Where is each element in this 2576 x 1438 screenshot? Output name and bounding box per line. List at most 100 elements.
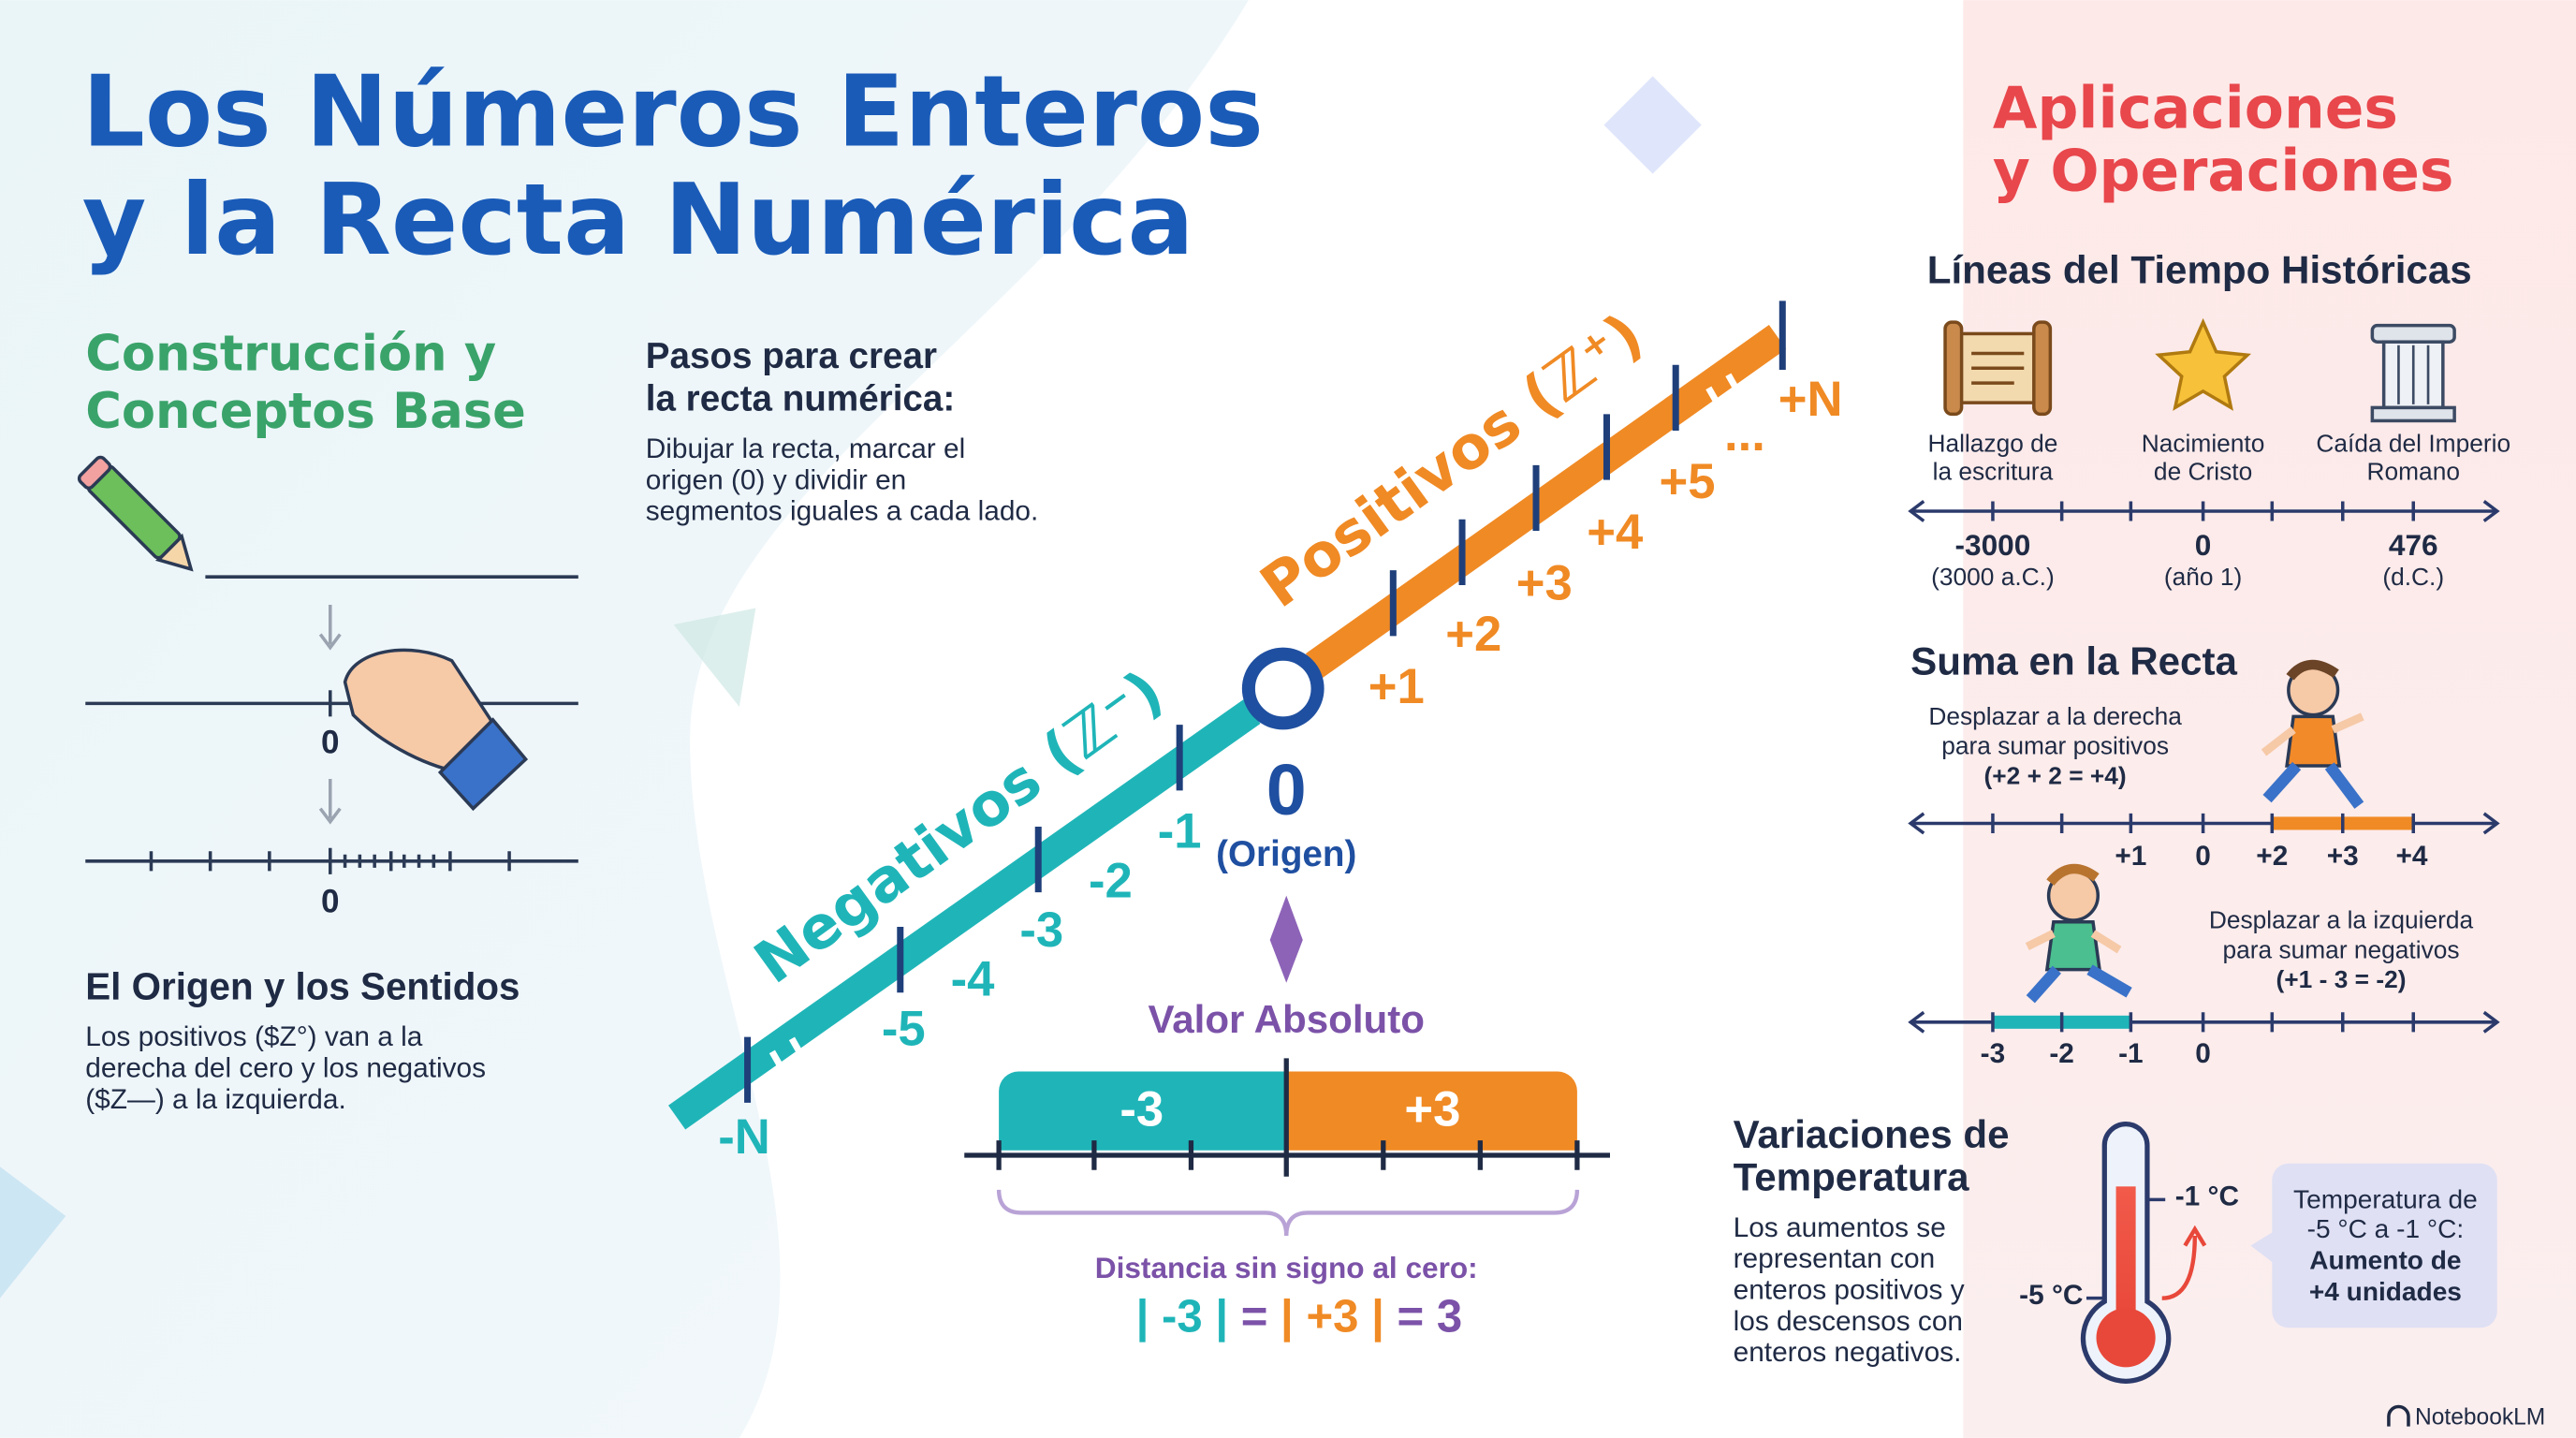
torso	[2044, 919, 2102, 972]
sum-left-text: Desplazar a la izquierda para sumar nega…	[2209, 906, 2474, 993]
hair	[2286, 659, 2339, 681]
column-capital	[2370, 323, 2456, 344]
section-heading: Construcción y	[85, 326, 496, 383]
bar-label: +3	[1404, 1081, 1460, 1137]
pencil-eraser	[77, 455, 112, 491]
tick-label: +1	[2115, 841, 2146, 872]
subheading: Suma en la Recta	[1910, 638, 2237, 682]
pencil-icon	[77, 455, 194, 572]
event-label: Caída del Imperio	[2316, 430, 2510, 458]
year-note: (3000 a.C.)	[1931, 563, 2055, 591]
scroll-roll	[1943, 320, 1964, 417]
body-text: ($Z—) a la izquierda.	[85, 1084, 346, 1115]
tick-label: +2	[1445, 607, 1501, 662]
body-text: enteros positivos y	[1734, 1275, 1965, 1306]
torso	[2285, 714, 2342, 768]
tick-label: -5	[882, 1001, 926, 1056]
year-note: (d.C.)	[2382, 563, 2444, 591]
tick-label: -3	[1019, 902, 1063, 958]
sleeve	[437, 717, 529, 812]
left-bar	[999, 1071, 1287, 1151]
left-background	[0, 0, 1249, 1438]
tick-label: +N	[1778, 372, 1843, 427]
pencil-tip	[154, 533, 194, 572]
timeline-years: -3000 (3000 a.C.) 0 (año 1) 476 (d.C.)	[1931, 528, 2444, 591]
column-flutes	[2397, 345, 2430, 404]
body-text: para sumar positivos	[1941, 732, 2169, 760]
tick-label: -3	[1981, 1038, 2006, 1069]
tick-label: 0	[2195, 841, 2211, 872]
star-icon	[2155, 317, 2252, 411]
deco-diamond	[1603, 76, 1702, 174]
thermometer-icon	[2080, 1122, 2172, 1384]
year: 476	[2389, 528, 2438, 562]
tick-label: +3	[1516, 556, 1573, 611]
body-text: para sumar negativos	[2223, 935, 2460, 963]
sum-ticks	[1908, 812, 2500, 835]
arrow-down	[318, 779, 342, 825]
origin-label: 0	[1266, 750, 1307, 830]
tick-label: +2	[2256, 841, 2288, 872]
bulb	[2096, 1308, 2156, 1368]
body-text: Los positivos ($Z°) van a la	[85, 1021, 422, 1052]
positive-ticks	[1389, 364, 1679, 637]
mercury	[2115, 1186, 2136, 1318]
event-labels: Hallazgo de la escritura Nacimiento de C…	[1927, 430, 2510, 486]
zero-label: 0	[321, 724, 340, 760]
brand-icon	[2387, 1404, 2410, 1427]
deco-triangle	[0, 1167, 66, 1299]
formula-part: | -3 |	[1136, 1291, 1228, 1343]
body-text: (+2 + 2 = +4)	[1984, 761, 2127, 789]
subheading: la recta numérica:	[646, 379, 955, 419]
subheading: Pasos para crear	[646, 336, 937, 376]
origin-caption: (Origen)	[1216, 834, 1356, 874]
increase-arrow	[2161, 1225, 2207, 1300]
body-text: Desplazar a la izquierda	[2209, 906, 2474, 934]
ticks	[996, 1058, 1580, 1177]
title: y la Recta Numérica	[82, 162, 1194, 277]
tick-label: +4	[2395, 841, 2427, 872]
tick-label: 0	[2195, 1038, 2211, 1069]
formula: | -3 | = | +3 | = 3	[1072, 1291, 1500, 1343]
tick-label: +3	[2327, 841, 2359, 872]
subheading: Temperatura	[1734, 1154, 1970, 1198]
arms	[2025, 930, 2122, 954]
title: Los Números Enteros	[82, 53, 1264, 169]
tick-label: +1	[1368, 659, 1425, 714]
tick-label: -4	[951, 952, 995, 1007]
event-label: Romano	[2367, 458, 2460, 486]
legs	[2262, 761, 2364, 809]
legs	[2026, 964, 2132, 1004]
event-label: Hallazgo de	[1927, 430, 2057, 458]
body-text: origen (0) y dividir en	[646, 464, 907, 495]
sum-right-text: Desplazar a la derecha para sumar positi…	[1928, 702, 2182, 789]
scroll-roll	[2032, 320, 2053, 417]
body-text: (+1 - 3 = -2)	[2276, 965, 2407, 993]
arrow-down	[318, 605, 342, 651]
event-label: la escritura	[1933, 458, 2054, 486]
negative-tick-labels: -N -5 -4 -3 -2 -1	[718, 804, 1201, 1165]
body-text: los descensos con	[1734, 1306, 1963, 1337]
deco-triangle	[673, 608, 756, 707]
sum-right-ticks: +1 0 +2 +3 +4	[2115, 841, 2428, 872]
temperature-text: Los aumentos se representan con enteros …	[1734, 1212, 1965, 1368]
brand: NotebookLM	[2415, 1404, 2545, 1430]
hair	[2046, 863, 2100, 887]
event-label: Nacimiento	[2142, 430, 2265, 458]
zero-label: 0	[321, 884, 340, 920]
year: 0	[2195, 528, 2212, 562]
tick-label: +5	[1659, 454, 1715, 509]
negative-segment	[667, 699, 1261, 1130]
body-text: representan con	[1734, 1243, 1936, 1274]
timeline-ticks	[1908, 500, 2500, 522]
subheading: Variaciones de	[1734, 1112, 2010, 1156]
tick-label: -1	[2118, 1038, 2144, 1069]
body-text: Los aumentos se	[1734, 1212, 1946, 1243]
body-text: Dibujar la recta, marcar el	[646, 433, 965, 464]
bar-label: -3	[1120, 1081, 1164, 1137]
sum-ticks	[1908, 1010, 2500, 1034]
section-heading: y Operaciones	[1993, 138, 2453, 204]
origin-circle	[1241, 647, 1325, 730]
body-text: derecha del cero y los negativos	[85, 1053, 486, 1084]
